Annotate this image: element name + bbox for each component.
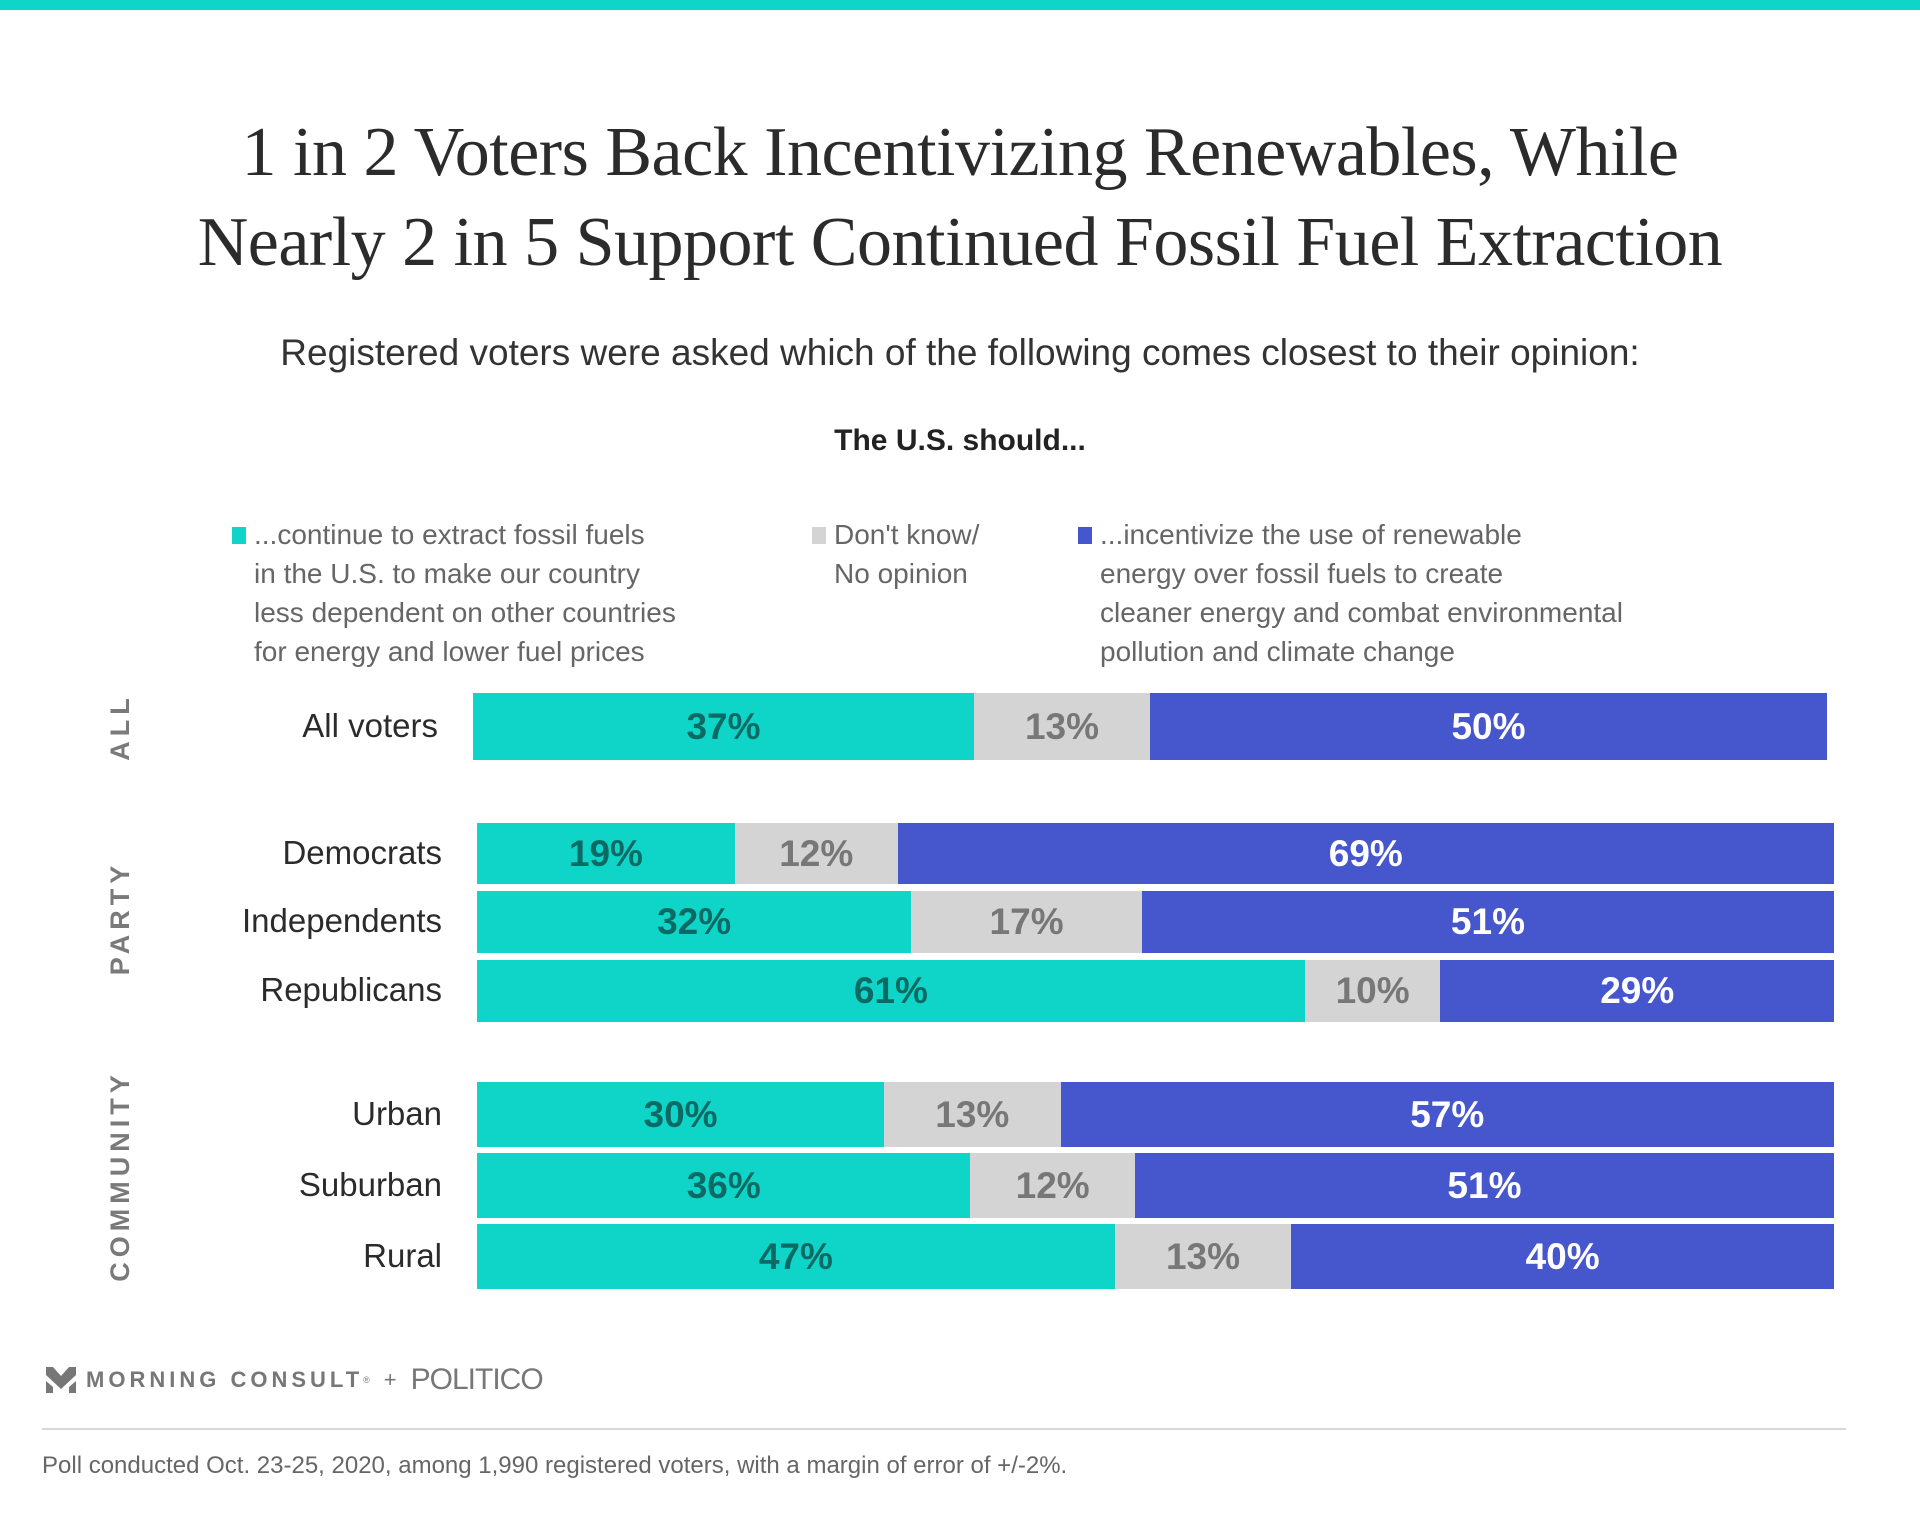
data-label-renewable: 29%	[1600, 970, 1675, 1011]
bar-segment-fossil: 37%	[473, 693, 974, 760]
data-label-fossil: 47%	[758, 1235, 833, 1277]
footer-divider	[42, 1428, 1846, 1430]
bar-segment-renewable: 50%	[1150, 693, 1827, 760]
logo-politico: POLITICO	[410, 1363, 544, 1396]
bar-segment-dont-know: 13%	[1114, 1224, 1292, 1289]
bar-segment-dont-know: 13%	[973, 693, 1150, 760]
row-label-urban: Urban	[352, 1094, 442, 1132]
legend-label-fossil: ...continue to extract fossil fuels in t…	[254, 519, 676, 667]
data-label-fossil: 36%	[686, 1164, 761, 1206]
footnote: Poll conducted Oct. 23-25, 2020, among 1…	[42, 1452, 1068, 1479]
bar-segment-fossil: 32%	[477, 891, 912, 953]
chart-subtitle: Registered voters were asked which of th…	[280, 332, 1640, 373]
legend-item-dont-know: Don't know/ No opinion	[812, 515, 979, 593]
chart-title-line-1: 1 in 2 Voters Back Incentivizing Renewab…	[241, 114, 1679, 191]
legend-item-renewable: ...incentivize the use of renewable ener…	[1078, 515, 1623, 671]
logo-lockup: MORNING CONSULT ® + POLITICO	[46, 1363, 544, 1396]
bar-segment-renewable: 51%	[1141, 891, 1834, 953]
row-label-republicans: Republicans	[260, 971, 442, 1008]
data-label-fossil: 32%	[657, 901, 732, 942]
data-label-renewable: 40%	[1525, 1235, 1600, 1277]
data-label-dont-know: 13%	[935, 1093, 1010, 1135]
bar-segment-renewable: 57%	[1060, 1082, 1834, 1147]
data-label-dont-know: 13%	[1024, 705, 1099, 747]
bar-segment-fossil: 19%	[477, 823, 735, 884]
bar-segment-fossil: 30%	[477, 1082, 885, 1147]
data-label-renewable: 57%	[1410, 1093, 1485, 1135]
data-label-renewable: 51%	[1450, 901, 1525, 942]
legend-swatch-dont-know	[812, 527, 826, 544]
bar-segment-fossil: 36%	[477, 1153, 971, 1218]
legend-label-renewable: ...incentivize the use of renewable ener…	[1100, 519, 1623, 667]
data-label-dont-know: 13%	[1165, 1235, 1241, 1277]
data-label-fossil: 61%	[853, 970, 928, 1011]
data-label-fossil: 30%	[643, 1093, 718, 1135]
data-label-renewable: 51%	[1447, 1164, 1522, 1206]
bar-segment-renewable: 69%	[897, 823, 1834, 884]
data-label-dont-know: 12%	[779, 832, 854, 874]
bar-segment-renewable: 40%	[1291, 1224, 1834, 1289]
logo-morning-consult: MORNING CONSULT	[86, 1367, 364, 1392]
question-label: The U.S. should...	[834, 424, 1086, 457]
data-label-fossil: 19%	[568, 832, 643, 874]
bar-segment-dont-know: 10%	[1304, 960, 1441, 1022]
legend-swatch-renewable	[1078, 527, 1092, 544]
chart-title-line-2: Nearly 2 in 5 Support Continued Fossil F…	[197, 204, 1723, 281]
row-label-democrats: Democrats	[282, 833, 442, 871]
bar-segment-fossil: 47%	[477, 1224, 1115, 1289]
data-label-renewable: 69%	[1328, 832, 1403, 874]
bar-segment-renewable: 51%	[1134, 1153, 1834, 1218]
data-label-fossil: 37%	[686, 705, 761, 747]
morning-consult-chevron-icon	[46, 1367, 76, 1393]
bar-segment-renewable: 29%	[1440, 960, 1834, 1022]
row-label-independents: Independents	[241, 902, 442, 939]
legend-swatch-fossil	[232, 527, 246, 544]
legend-label-dont-know: Don't know/ No opinion	[834, 519, 980, 589]
bar-segment-fossil: 61%	[477, 960, 1305, 1022]
bar-segment-dont-know: 17%	[911, 891, 1142, 953]
legend-item-fossil: ...continue to extract fossil fuels in t…	[232, 515, 676, 671]
data-label-dont-know: 10%	[1335, 970, 1410, 1011]
data-label-dont-know: 12%	[1015, 1164, 1090, 1206]
top-accent-band	[0, 0, 1920, 10]
bar-segment-dont-know: 12%	[970, 1153, 1135, 1218]
row-label-all-voters: All voters	[302, 706, 438, 744]
row-label-rural: Rural	[363, 1236, 442, 1274]
data-label-renewable: 50%	[1451, 705, 1526, 747]
logo-plus: +	[383, 1367, 397, 1392]
logo-registered-mark: ®	[363, 1375, 370, 1385]
data-label-dont-know: 17%	[989, 901, 1064, 942]
bar-segment-dont-know: 13%	[884, 1082, 1061, 1147]
bar-segment-dont-know: 12%	[734, 823, 898, 884]
row-label-suburban: Suburban	[298, 1165, 442, 1203]
